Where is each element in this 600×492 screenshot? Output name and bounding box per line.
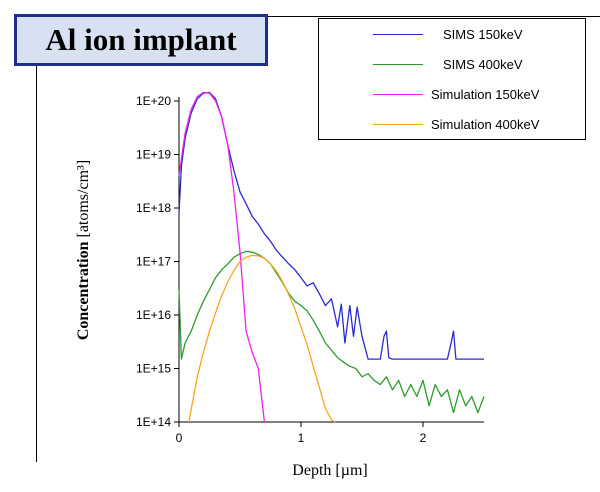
legend-swatch-sim-400 (373, 124, 423, 125)
y-tick-label: 1E+17 (136, 255, 171, 269)
y-tick-label: 1E+16 (136, 308, 171, 322)
legend: SIMS 150keV SIMS 400keV Simulation 150ke… (318, 18, 586, 140)
legend-label-sim-400: Simulation 400keV (431, 117, 540, 132)
y-tick-label: 1E+19 (136, 148, 171, 162)
legend-swatch-sims-400 (373, 64, 423, 65)
legend-item-sims-400: SIMS 400keV (319, 56, 587, 74)
series-line-3 (178, 91, 266, 423)
y-axis-label-main: Concentration (75, 241, 92, 341)
figure-frame-left-line (36, 16, 37, 462)
legend-item-sims-150: SIMS 150keV (319, 26, 587, 44)
legend-item-sim-150: Simulation 150keV (319, 86, 587, 104)
legend-swatch-sims-150 (373, 34, 423, 35)
x-axis-label: Depth [µm] (292, 462, 368, 479)
y-axis-label: Concentration [atoms/cm³] (75, 160, 93, 340)
y-axis-label-unit: [atoms/cm³] (75, 159, 92, 238)
y-tick-label: 1E+15 (136, 362, 171, 376)
y-tick-label: 1E+18 (136, 201, 171, 215)
chart-title: Al ion implant (45, 22, 237, 57)
x-tick-label: 2 (420, 431, 427, 445)
x-tick-label: 1 (298, 431, 305, 445)
figure-frame-top-line (36, 16, 600, 17)
legend-swatch-sim-150 (373, 94, 423, 95)
y-tick-label: 1E+20 (136, 94, 171, 108)
y-tick-label: 1E+14 (136, 415, 171, 429)
legend-item-sim-400: Simulation 400keV (319, 116, 587, 134)
chart-title-box: Al ion implant (14, 14, 268, 66)
series-line-4 (188, 254, 336, 423)
series-line-2 (178, 250, 485, 414)
x-tick-label: 0 (176, 431, 183, 445)
legend-label-sims-400: SIMS 400keV (443, 57, 523, 72)
legend-label-sim-150: Simulation 150keV (431, 87, 540, 102)
legend-label-sims-150: SIMS 150keV (443, 27, 523, 42)
